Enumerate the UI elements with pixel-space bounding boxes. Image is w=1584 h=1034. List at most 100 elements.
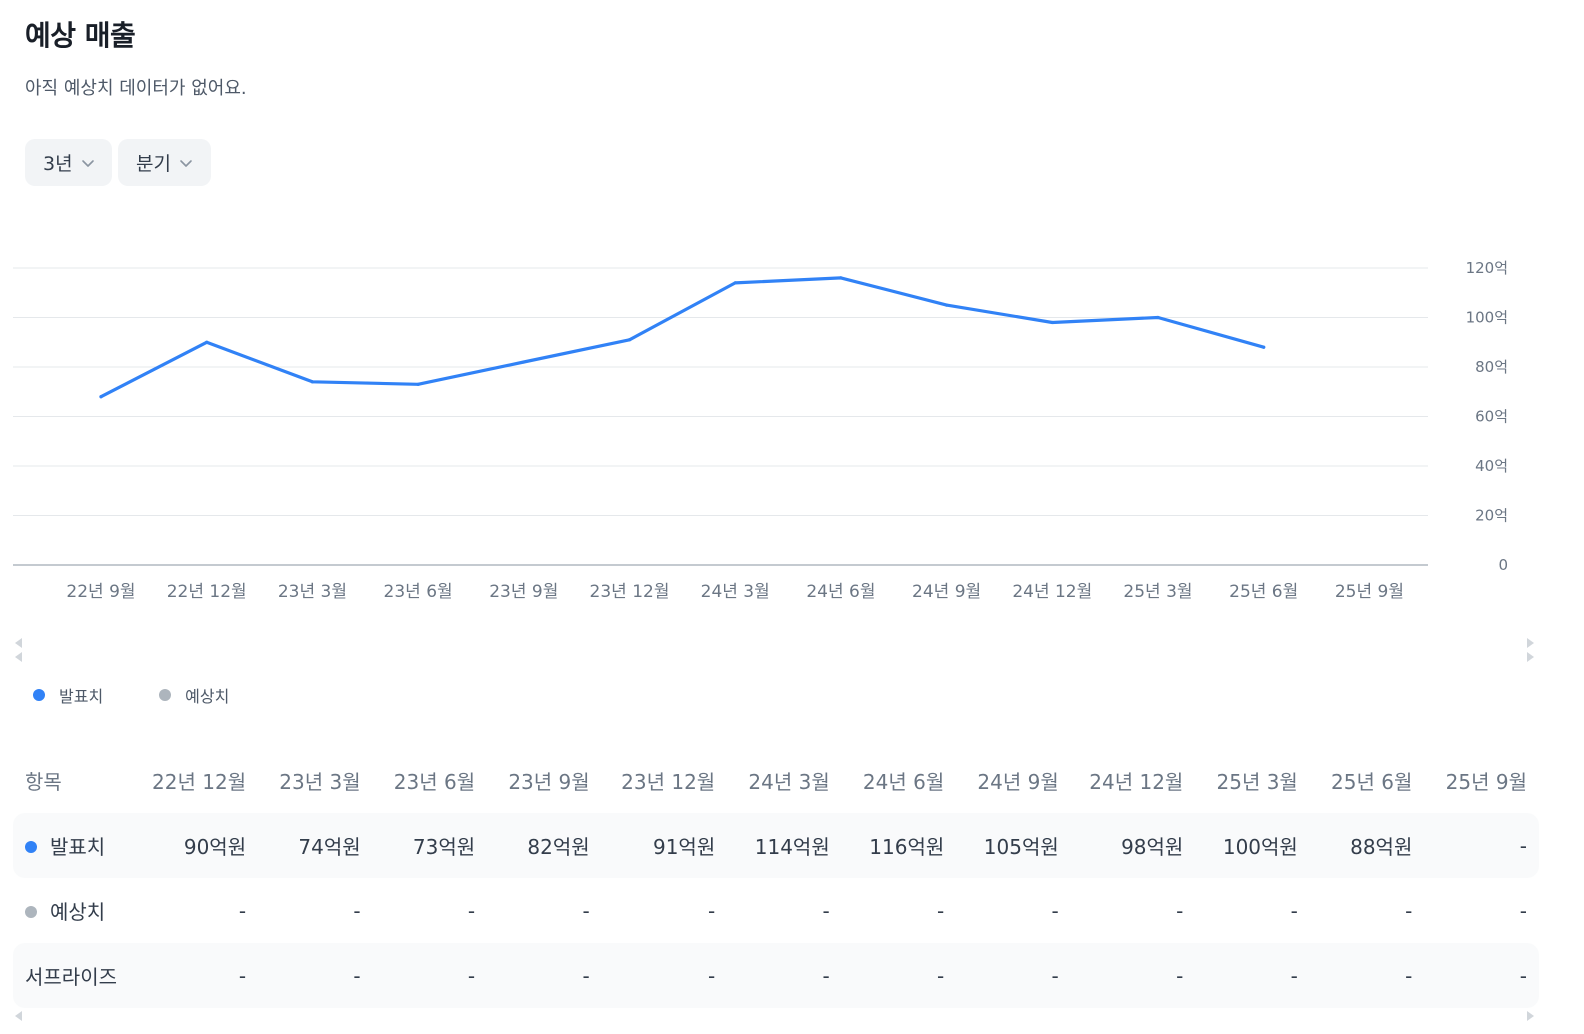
x-tick-label: 23년 9월 bbox=[489, 582, 558, 602]
table-cell: - bbox=[1424, 943, 1539, 1008]
chevron-down-icon bbox=[180, 159, 192, 167]
y-tick-label: 100억 bbox=[1466, 309, 1508, 327]
row-label-text: 발표치 bbox=[50, 835, 106, 859]
table-cell: 74억원 bbox=[258, 813, 373, 878]
table-header-cell: 22년 12월 bbox=[152, 770, 247, 794]
period-dropdown[interactable]: 3년 bbox=[25, 139, 112, 186]
y-tick-label: 60억 bbox=[1475, 408, 1508, 426]
data-point-actual bbox=[1050, 320, 1054, 325]
x-tick-label: 24년 9월 bbox=[912, 582, 981, 602]
x-tick-label: 24년 3월 bbox=[701, 582, 770, 602]
table-header-cell: 25년 6월 bbox=[1331, 770, 1413, 794]
table-cell: - bbox=[1309, 943, 1425, 1008]
chart-scroll-left-icon[interactable] bbox=[15, 638, 22, 648]
table-cell: - bbox=[1519, 898, 1527, 923]
y-tick-label: 20억 bbox=[1475, 507, 1508, 525]
x-tick-label: 22년 12월 bbox=[167, 582, 247, 602]
legend-dot-actual bbox=[33, 689, 45, 701]
table-cell: 82억원 bbox=[487, 813, 602, 878]
table-cell: - bbox=[1195, 943, 1310, 1008]
table-cell: - bbox=[139, 943, 259, 1008]
table-cell: - bbox=[1290, 898, 1298, 923]
table-header-cell: 25년 3월 bbox=[1216, 770, 1298, 794]
x-tick-label: 23년 6월 bbox=[384, 582, 453, 602]
x-tick-label: 25년 6월 bbox=[1229, 582, 1298, 602]
chart-scroll-right-icon[interactable] bbox=[1527, 652, 1534, 662]
table-header-item: 항목 bbox=[25, 770, 62, 794]
legend-item-estimate: 예상치 bbox=[159, 683, 229, 707]
table-cell: 100억원 bbox=[1195, 813, 1310, 878]
table-scroll-left-icon[interactable] bbox=[15, 1011, 22, 1021]
table-cell: - bbox=[1405, 898, 1413, 923]
table-header-cell: 23년 12월 bbox=[621, 770, 716, 794]
table-row-label: 발표치 bbox=[13, 813, 140, 878]
table-cell: 105억원 bbox=[956, 813, 1071, 878]
table-scroll-right-icon[interactable] bbox=[1527, 1011, 1534, 1021]
row-dot-icon bbox=[25, 841, 37, 853]
y-tick-label: 80억 bbox=[1475, 358, 1508, 376]
data-point-actual bbox=[522, 360, 526, 364]
table-cell: - bbox=[372, 943, 488, 1008]
table-row: 서프라이즈 - - - - - - - - - - - - bbox=[13, 943, 1539, 1008]
x-tick-label: 23년 12월 bbox=[590, 582, 670, 602]
revenue-table: 항목 22년 12월 23년 3월 23년 6월 23년 9월 23년 12월 24년 3월… bbox=[13, 748, 1539, 1008]
chart-scroll-right-icon[interactable] bbox=[1527, 638, 1534, 648]
page-subtitle: 아직 예상치 데이터가 없어요. bbox=[25, 78, 247, 99]
table-cell: 91억원 bbox=[601, 813, 728, 878]
x-tick-label: 24년 6월 bbox=[806, 582, 875, 602]
data-point-actual bbox=[627, 338, 632, 342]
table-cell: - bbox=[956, 943, 1071, 1008]
data-point-actual bbox=[1156, 315, 1160, 320]
chart-y-axis: 120억 100억 80억 60억 40억 20억 0 bbox=[1466, 259, 1508, 574]
chart-series bbox=[99, 276, 1266, 399]
table-header-cell: 24년 3월 bbox=[748, 770, 830, 794]
page-title: 예상 매출 bbox=[25, 19, 136, 52]
table-cell: - bbox=[582, 898, 590, 923]
table-row: 예상치 - - - - - - - - - - - - bbox=[13, 878, 1539, 943]
legend-item-actual: 발표치 bbox=[33, 683, 103, 707]
legend-label-estimate: 예상치 bbox=[185, 687, 230, 706]
y-tick-label: 40억 bbox=[1475, 457, 1508, 475]
x-tick-label: 23년 3월 bbox=[278, 582, 347, 602]
table-cell: - bbox=[937, 898, 945, 923]
interval-dropdown-label: 분기 bbox=[136, 153, 171, 175]
row-dot-icon bbox=[25, 906, 37, 918]
table-header-cell: 23년 3월 bbox=[279, 770, 361, 794]
table-cell: - bbox=[1176, 898, 1184, 923]
table-cell: - bbox=[238, 898, 247, 923]
table-row-label: 서프라이즈 bbox=[13, 943, 140, 1008]
chart-x-axis: 22년 9월 22년 12월 23년 3월 23년 6월 23년 9월 23년 12월 24… bbox=[66, 582, 1404, 602]
table-cell: - bbox=[708, 898, 716, 923]
table-cell: - bbox=[601, 943, 728, 1008]
x-tick-label: 22년 9월 bbox=[66, 582, 135, 602]
interval-dropdown[interactable]: 분기 bbox=[118, 139, 211, 186]
table-cell: 116억원 bbox=[841, 813, 957, 878]
y-tick-label: 120억 bbox=[1466, 259, 1508, 277]
legend-label-actual: 발표치 bbox=[59, 687, 104, 706]
table-cell: - bbox=[467, 898, 476, 923]
chart-scroll-left-icon[interactable] bbox=[15, 652, 22, 662]
data-point-actual bbox=[310, 380, 314, 384]
data-point-actual bbox=[1262, 345, 1266, 349]
data-point-actual bbox=[945, 303, 949, 307]
table-row: 발표치 90억원 74억원 73억원 82억원 91억원 114억원 116억원 105억원 98… bbox=[13, 813, 1539, 878]
data-point-actual bbox=[99, 395, 103, 399]
data-point-actual bbox=[205, 340, 209, 344]
table-cell: - bbox=[822, 898, 830, 923]
table-cell: - bbox=[727, 943, 842, 1008]
table-cell: - bbox=[841, 943, 957, 1008]
x-tick-label: 25년 9월 bbox=[1335, 582, 1404, 602]
table-cell: - bbox=[1070, 943, 1196, 1008]
legend-dot-estimate bbox=[159, 689, 172, 701]
table-cell: - bbox=[487, 943, 602, 1008]
table-header-cell: 23년 6월 bbox=[393, 770, 476, 794]
data-point-actual bbox=[733, 281, 737, 285]
table-cell: 98억원 bbox=[1070, 813, 1196, 878]
x-tick-label: 25년 3월 bbox=[1123, 582, 1192, 602]
chart-gridlines bbox=[13, 267, 1428, 566]
table-cell: - bbox=[353, 898, 361, 923]
table-header-cell: 24년 9월 bbox=[977, 770, 1059, 794]
x-tick-label: 24년 12월 bbox=[1012, 582, 1092, 602]
series-line-actual bbox=[99, 276, 1266, 399]
period-dropdown-label: 3년 bbox=[43, 153, 73, 175]
